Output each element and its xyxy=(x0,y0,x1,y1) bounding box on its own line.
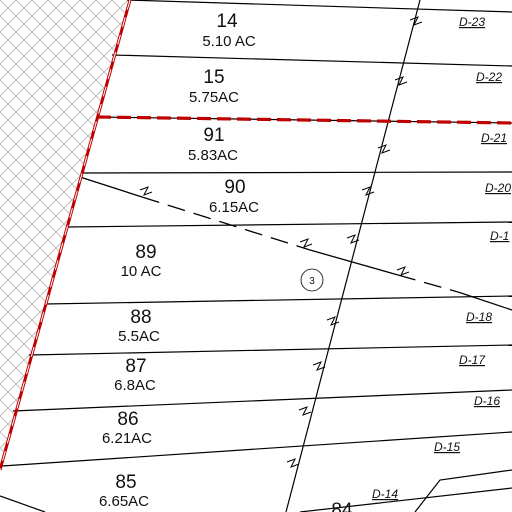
lot-number-88: 88 xyxy=(130,307,151,328)
d-label-19: D-1 xyxy=(490,229,509,243)
lot-area-88: 5.5AC xyxy=(118,328,160,345)
lot-number-90: 90 xyxy=(224,177,245,198)
d-label-14: D-14 xyxy=(372,487,398,501)
d-labels: D-23 D-22 D-21 D-20 D-1 D-18 D-17 D-16 D… xyxy=(372,15,511,501)
d-label-20: D-20 xyxy=(485,181,511,195)
d-label-17: D-17 xyxy=(459,353,486,367)
d-label-21: D-21 xyxy=(481,131,507,145)
d-label-15: D-15 xyxy=(434,440,460,454)
callout-label: 3 xyxy=(309,276,315,287)
lot-area-91: 5.83AC xyxy=(188,147,238,164)
lot-number-15: 15 xyxy=(203,67,224,88)
lot-number-87: 87 xyxy=(125,356,146,377)
lot-area-89: 10 AC xyxy=(121,263,162,280)
lot-number-14: 14 xyxy=(216,11,238,32)
lot-number-89: 89 xyxy=(135,242,156,263)
d-label-23: D-23 xyxy=(459,15,485,29)
d-label-22: D-22 xyxy=(476,70,502,84)
lot-area-87: 6.8AC xyxy=(114,377,156,394)
lot-number-91: 91 xyxy=(203,125,224,146)
lot-number-85: 85 xyxy=(115,472,136,493)
lot-area-14: 5.10 AC xyxy=(202,33,256,50)
d-label-18: D-18 xyxy=(466,310,492,324)
easement-line xyxy=(79,176,512,311)
d-label-16: D-16 xyxy=(474,394,500,408)
break-marks xyxy=(139,16,423,468)
lot-number-84: 84 xyxy=(331,500,353,512)
lot-number-86: 86 xyxy=(117,409,138,430)
lot-area-86: 6.21AC xyxy=(102,430,152,447)
lot-area-90: 6.15AC xyxy=(209,199,259,216)
lot-labels: 14 5.10 AC 15 5.75AC 91 5.83AC 90 6.15AC… xyxy=(99,11,353,512)
callout-marker: 3 xyxy=(300,268,324,292)
property-boundary xyxy=(0,0,512,471)
lot-area-85: 6.65AC xyxy=(99,493,149,510)
lot-area-15: 5.75AC xyxy=(189,89,239,106)
